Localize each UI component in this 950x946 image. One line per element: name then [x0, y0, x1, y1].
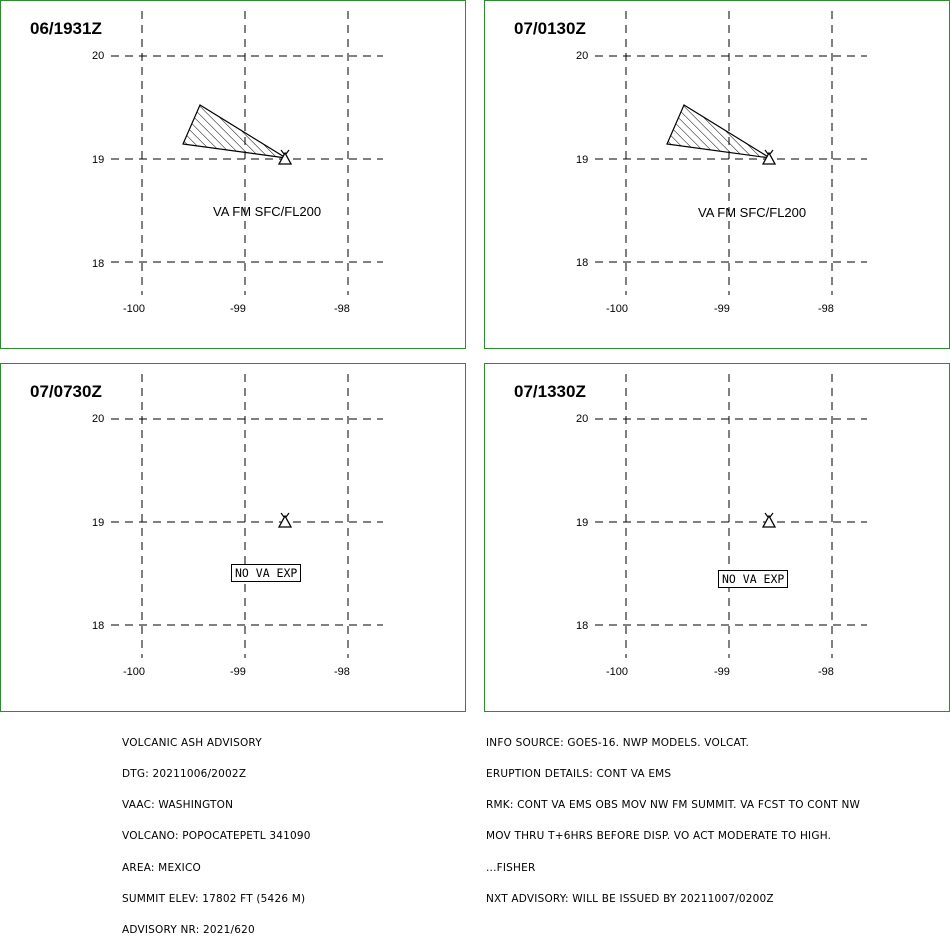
ash-cloud-area — [182, 104, 287, 159]
volcano-triangle-icon — [277, 512, 293, 528]
lat-label-18: 18 — [576, 257, 588, 269]
advisory-line: MOV THRU T+6HRS BEFORE DISP. VO ACT MODE… — [486, 830, 832, 843]
lon-label-98: -98 — [334, 303, 350, 315]
panel-title: 07/1330Z — [514, 382, 586, 401]
map-panel-3: 07/0730Z 20 19 18 -100 -99 -98 NO VA EXP — [0, 363, 466, 712]
volcano-plume-mark — [764, 512, 769, 518]
ash-annotation: VA FM SFC/FL200 — [213, 204, 321, 219]
volcano-plume-mark — [285, 512, 290, 518]
lat-label-18: 18 — [576, 620, 588, 632]
panel-title: 06/1931Z — [30, 19, 102, 38]
volcano-triangle-icon — [761, 512, 777, 528]
volcano-plume-mark — [280, 149, 285, 155]
lat-label-20: 20 — [92, 50, 104, 62]
lon-label-99: -99 — [230, 666, 246, 678]
volcano-plume-mark — [280, 512, 285, 518]
panel-title: 07/0730Z — [30, 382, 102, 401]
ash-annotation: VA FM SFC/FL200 — [698, 205, 806, 220]
lon-label-99: -99 — [230, 303, 246, 315]
volcano-plume-mark — [764, 149, 769, 155]
lat-label-19: 19 — [92, 154, 104, 166]
advisory-line: INFO SOURCE: GOES-16. NWP MODELS. VOLCAT… — [486, 736, 750, 749]
map-panel-2: 07/0130Z VA FM SFC/FL200 20 19 18 -100 -… — [484, 0, 950, 349]
map-canvas: VA FM SFC/FL200 20 19 18 -100 -99 -98 — [576, 11, 867, 315]
lon-label-98: -98 — [818, 303, 834, 315]
volcano-marker — [761, 514, 777, 528]
ash-cloud-polygon — [182, 104, 287, 159]
no-va-exp-label: NO VA EXP — [231, 564, 302, 582]
volcano-plume-mark — [285, 149, 290, 155]
no-va-exp-label: NO VA EXP — [718, 570, 789, 588]
lat-label-19: 19 — [92, 517, 104, 529]
map-panel-1: 06/1931Z VA FM SFC/FL200 20 19 18 -100 -… — [0, 0, 466, 349]
lon-label-98: -98 — [334, 666, 350, 678]
advisory-line: RMK: CONT VA EMS OBS MOV NW FM SUMMIT. V… — [486, 799, 861, 812]
map-panel-4: 07/1330Z 20 19 18 -100 -99 -98 NO VA EXP — [484, 363, 950, 712]
advisory-line: ...FISHER — [486, 861, 536, 874]
lon-label-99: -99 — [714, 303, 730, 315]
volcano-triangle-icon — [761, 149, 777, 165]
advisory-line: DTG: 20211006/2002Z — [122, 768, 247, 781]
ash-cloud-area — [666, 104, 771, 159]
advisory-info-left: VOLCANIC ASH ADVISORY DTG: 20211006/2002… — [122, 717, 311, 946]
lat-label-19: 19 — [576, 154, 588, 166]
volcano-plume-mark — [769, 149, 774, 155]
lon-label-100: -100 — [123, 303, 145, 315]
lat-label-20: 20 — [576, 50, 588, 62]
advisory-line: VOLCANIC ASH ADVISORY — [122, 736, 262, 749]
lat-label-18: 18 — [92, 258, 104, 270]
volcano-triangle-icon — [277, 149, 293, 165]
map-canvas: VA FM SFC/FL200 20 19 18 -100 -99 -98 — [92, 11, 383, 315]
lon-label-99: -99 — [714, 666, 730, 678]
map-grid — [111, 11, 383, 295]
ash-cloud-polygon — [666, 104, 771, 159]
lon-label-100: -100 — [606, 303, 628, 315]
map-canvas: 20 19 18 -100 -99 -98 — [576, 374, 867, 678]
advisory-line: AREA: MEXICO — [122, 861, 201, 874]
map-canvas: 20 19 18 -100 -99 -98 — [92, 374, 383, 678]
advisory-line: VOLCANO: POPOCATEPETL 341090 — [122, 830, 311, 843]
volcano-marker — [277, 514, 293, 528]
lon-label-98: -98 — [818, 666, 834, 678]
volcano-plume-mark — [769, 512, 774, 518]
advisory-line: NXT ADVISORY: WILL BE ISSUED BY 20211007… — [486, 892, 774, 905]
volcano-marker — [277, 151, 293, 165]
lat-label-18: 18 — [92, 620, 104, 632]
lat-label-19: 19 — [576, 517, 588, 529]
map-grid — [595, 374, 867, 658]
lon-label-100: -100 — [606, 666, 628, 678]
map-grid — [111, 374, 383, 658]
advisory-line: ERUPTION DETAILS: CONT VA EMS — [486, 768, 672, 781]
advisory-line: VAAC: WASHINGTON — [122, 799, 234, 812]
lat-label-20: 20 — [92, 413, 104, 425]
lat-label-20: 20 — [576, 413, 588, 425]
volcano-marker — [761, 151, 777, 165]
advisory-line: ADVISORY NR: 2021/620 — [122, 924, 255, 937]
lon-label-100: -100 — [123, 666, 145, 678]
advisory-line: SUMMIT ELEV: 17802 FT (5426 M) — [122, 892, 306, 905]
panel-title: 07/0130Z — [514, 19, 586, 38]
advisory-info-right: INFO SOURCE: GOES-16. NWP MODELS. VOLCAT… — [486, 717, 860, 915]
